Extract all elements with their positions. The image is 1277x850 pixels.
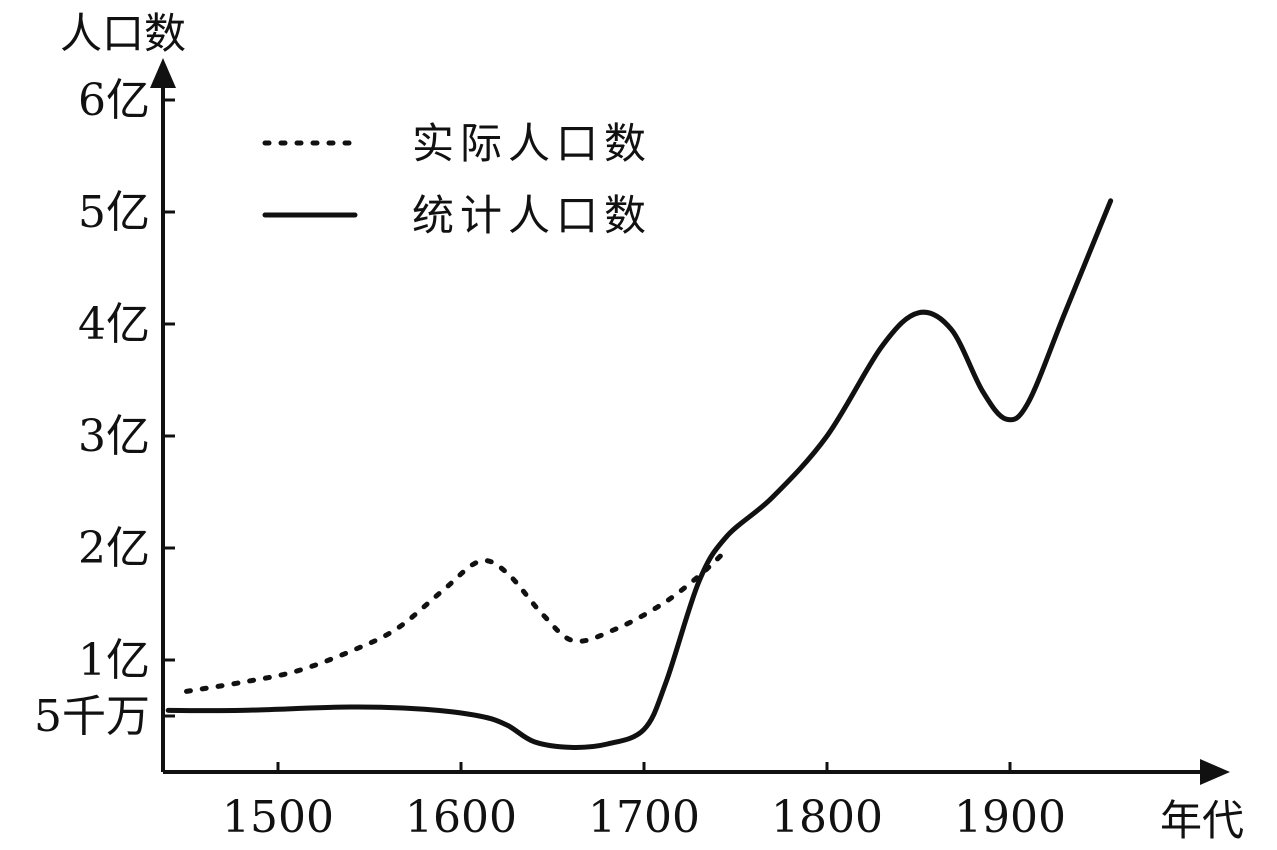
x-axis-arrow (1200, 759, 1230, 785)
axes (150, 58, 1230, 785)
y-tick-label: 5亿 (78, 187, 150, 238)
legend: 实际人口数 统计人口数 (262, 119, 652, 240)
legend-label-stat: 统计人口数 (412, 191, 652, 240)
legend-label-actual: 实际人口数 (412, 119, 652, 168)
y-axis-label: 人口数 (60, 9, 186, 58)
x-tick-label: 1600 (405, 792, 517, 843)
x-tick-label: 1800 (771, 792, 883, 843)
y-tick-label: 2亿 (78, 523, 150, 574)
x-axis-label: 年代 (1160, 796, 1244, 845)
series-stat-population-line (165, 198, 1114, 750)
y-tick-label: 6亿 (78, 75, 150, 126)
series (165, 198, 1114, 750)
y-tick-label: 5千万 (34, 691, 150, 742)
y-axis-arrow (150, 58, 176, 88)
y-tick-label: 3亿 (78, 411, 150, 462)
y-tick-label: 1亿 (78, 635, 150, 686)
y-tick-label: 4亿 (78, 299, 150, 350)
x-tick-label: 1500 (222, 792, 334, 843)
series-actual-population-line (184, 547, 729, 694)
x-tick-label: 1900 (954, 792, 1066, 843)
x-tick-label: 1700 (588, 792, 700, 843)
